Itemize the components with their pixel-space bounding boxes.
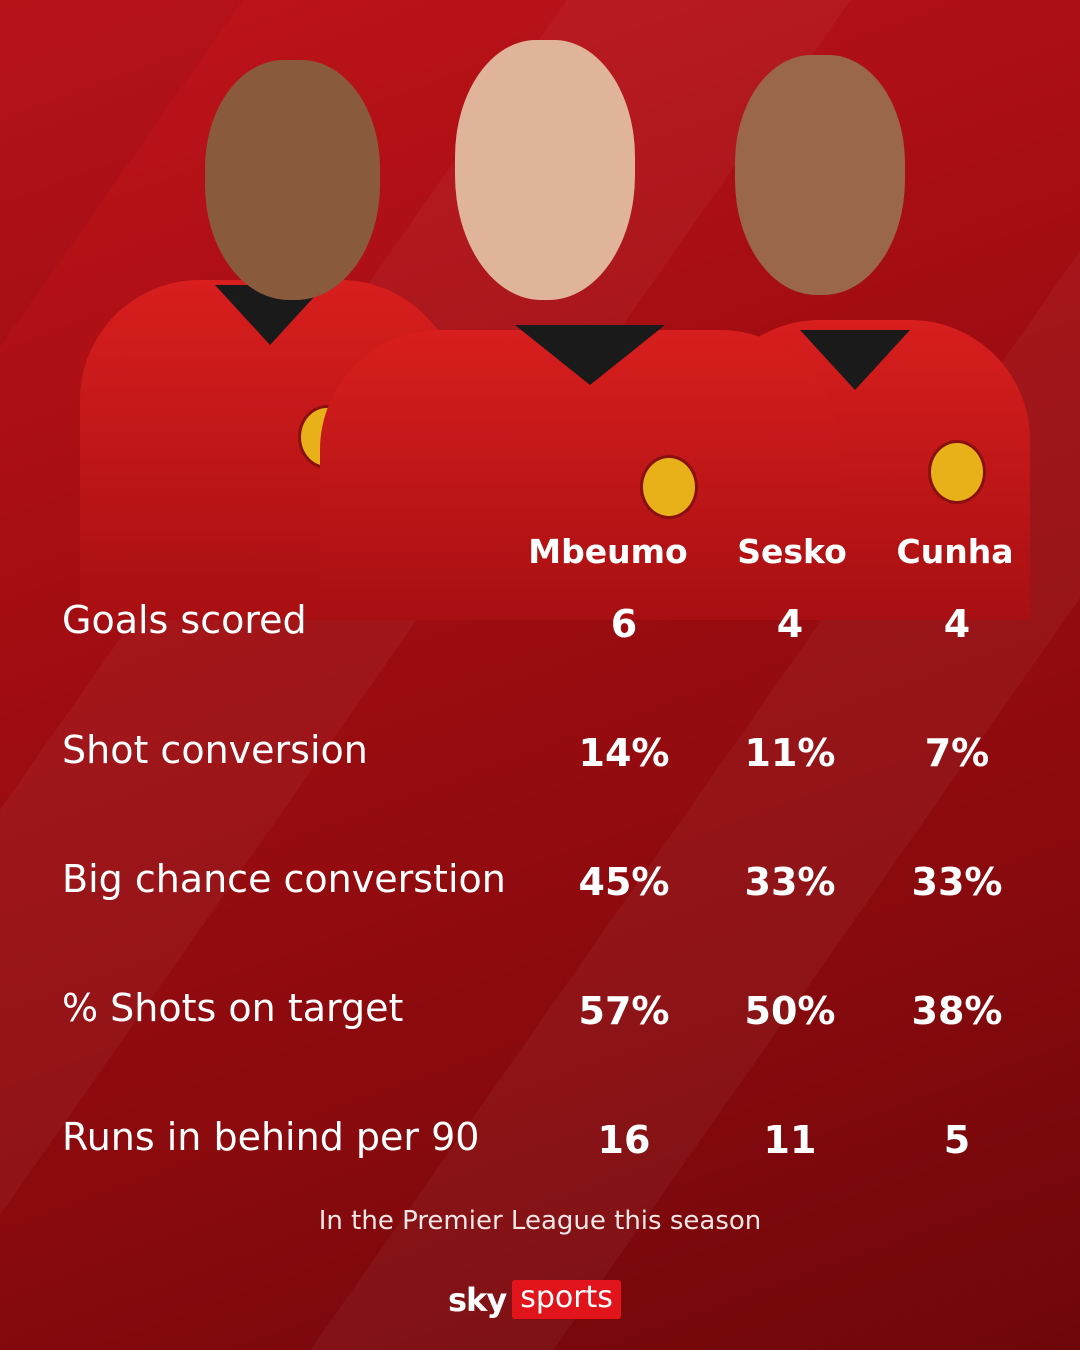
stat-value: 14% xyxy=(578,731,670,775)
stat-value: 57% xyxy=(578,989,670,1033)
stat-value: 7% xyxy=(924,731,990,775)
row-label: Big chance converstion xyxy=(62,857,506,901)
stat-value: 11% xyxy=(744,731,836,775)
stat-value: 16 xyxy=(597,1118,651,1162)
stat-value: 33% xyxy=(911,860,1003,904)
stat-value: 38% xyxy=(911,989,1003,1033)
sky-sports-logo: sky sports xyxy=(448,1280,621,1319)
column-header-sesko: Sesko xyxy=(737,532,847,571)
stat-value: 6 xyxy=(610,602,638,646)
column-header-mbeumo: Mbeumo xyxy=(528,532,688,571)
stat-value: 33% xyxy=(744,860,836,904)
stat-value: 50% xyxy=(744,989,836,1033)
logo-sky: sky xyxy=(448,1280,507,1319)
stat-value: 4 xyxy=(943,602,971,646)
row-label: % Shots on target xyxy=(62,986,404,1030)
row-label: Shot conversion xyxy=(62,728,368,772)
column-header-cunha: Cunha xyxy=(896,532,1014,571)
stat-value: 4 xyxy=(776,602,804,646)
stat-value: 5 xyxy=(943,1118,971,1162)
row-label: Runs in behind per 90 xyxy=(62,1115,480,1159)
footer-caption: In the Premier League this season xyxy=(318,1206,762,1236)
logo-sports: sports xyxy=(512,1280,621,1319)
stat-value: 11 xyxy=(763,1118,817,1162)
row-label: Goals scored xyxy=(62,598,307,642)
stat-value: 45% xyxy=(578,860,670,904)
